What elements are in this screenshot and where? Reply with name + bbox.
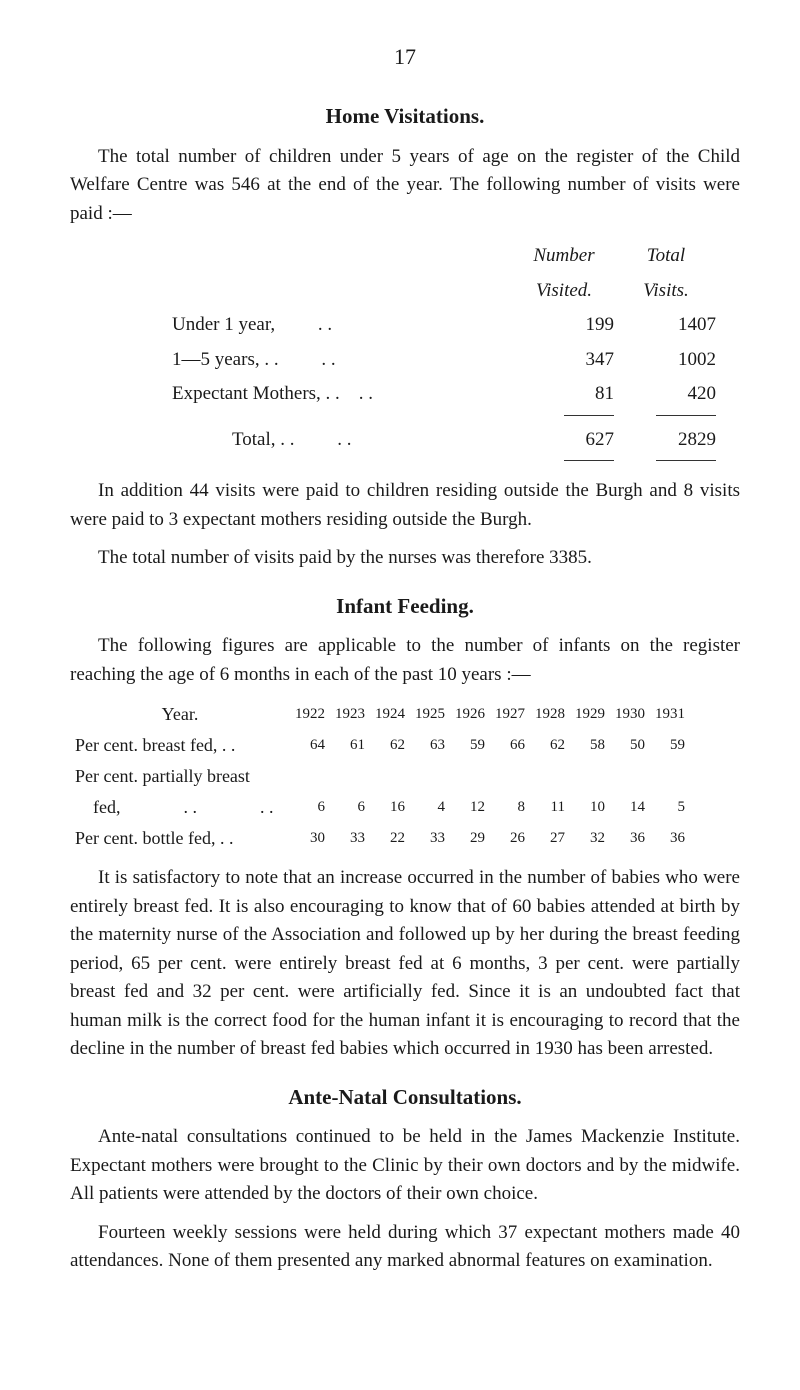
year-col: 1923 <box>330 699 370 730</box>
infant-feeding-intro: The following figures are applicable to … <box>70 632 740 689</box>
cell: 8 <box>490 792 530 823</box>
page-number: 17 <box>70 40 740 73</box>
row-num: 81 <box>514 378 614 411</box>
year-col: 1928 <box>530 699 570 730</box>
cell: 27 <box>530 823 570 854</box>
ante-natal-para2: Fourteen weekly sessions were held durin… <box>70 1219 740 1276</box>
cell: 64 <box>290 730 330 761</box>
cell: 26 <box>490 823 530 854</box>
row-total: 1407 <box>616 309 716 342</box>
row-label: Expectant Mothers, . . <box>172 383 340 404</box>
row-label: Per cent. breast fed, . . <box>70 730 290 761</box>
col-total: Total <box>616 240 716 273</box>
cell: 11 <box>530 792 570 823</box>
cell: 14 <box>610 792 650 823</box>
document-page: 17 Home Visitations. The total number of… <box>0 0 800 1336</box>
cell: 33 <box>410 823 450 854</box>
total-label: Total, . . <box>232 429 295 450</box>
row-label: 1—5 years, . . <box>172 349 279 370</box>
row-num: 347 <box>514 344 614 377</box>
cell: 6 <box>290 792 330 823</box>
col-visits: Visits. <box>616 275 716 308</box>
infant-feeding-para2: It is satisfactory to note that an incre… <box>70 864 740 1064</box>
row-total: 420 <box>616 378 716 411</box>
ante-natal-heading: Ante-Natal Consultations. <box>70 1082 740 1114</box>
cell: 66 <box>490 730 530 761</box>
cell: 16 <box>370 792 410 823</box>
infant-feeding-heading: Infant Feeding. <box>70 591 740 623</box>
table-row: Per cent. partially breast <box>70 761 690 792</box>
cell: 59 <box>450 730 490 761</box>
cell: 22 <box>370 823 410 854</box>
row-num: 199 <box>514 309 614 342</box>
year-col: 1926 <box>450 699 490 730</box>
cell: 10 <box>570 792 610 823</box>
cell: 58 <box>570 730 610 761</box>
col-visited: Visited. <box>514 275 614 308</box>
table-row: fed, . . . . 6 6 16 4 12 8 11 10 14 5 <box>70 792 690 823</box>
cell: 36 <box>650 823 690 854</box>
ante-natal-para1: Ante-natal consultations continued to be… <box>70 1123 740 1209</box>
year-col: 1924 <box>370 699 410 730</box>
row-total: 1002 <box>616 344 716 377</box>
year-col: 1930 <box>610 699 650 730</box>
col-number: Number <box>514 240 614 273</box>
cell: 30 <box>290 823 330 854</box>
row-label: Per cent. bottle fed, . . <box>70 823 290 854</box>
cell: 33 <box>330 823 370 854</box>
row-label: Per cent. partially breast <box>70 761 290 792</box>
cell: 50 <box>610 730 650 761</box>
cell: 5 <box>650 792 690 823</box>
cell: 62 <box>370 730 410 761</box>
table-row: Per cent. breast fed, . . 64 61 62 63 59… <box>70 730 690 761</box>
table-row: Per cent. bottle fed, . . 30 33 22 33 29… <box>70 823 690 854</box>
row-label: Under 1 year, <box>172 314 275 335</box>
year-col: 1927 <box>490 699 530 730</box>
cell: 36 <box>610 823 650 854</box>
year-col: 1925 <box>410 699 450 730</box>
cell: 62 <box>530 730 570 761</box>
table-row: Expectant Mothers, . . . . 81 420 <box>172 378 716 411</box>
cell: 4 <box>410 792 450 823</box>
table-row: 1—5 years, . . . . 347 1002 <box>172 344 716 377</box>
year-col: 1922 <box>290 699 330 730</box>
cell: 59 <box>650 730 690 761</box>
cell: 32 <box>570 823 610 854</box>
total-num: 627 <box>514 424 614 457</box>
feeding-table: Year. 1922 1923 1924 1925 1926 1927 1928… <box>70 699 690 854</box>
year-col: 1929 <box>570 699 610 730</box>
home-visitations-intro: The total number of children under 5 yea… <box>70 143 740 229</box>
cell: 6 <box>330 792 370 823</box>
table-row: Year. 1922 1923 1924 1925 1926 1927 1928… <box>70 699 690 730</box>
cell: 61 <box>330 730 370 761</box>
home-visitations-para2: In addition 44 visits were paid to child… <box>70 477 740 534</box>
cell: 12 <box>450 792 490 823</box>
home-visitations-heading: Home Visitations. <box>70 101 740 133</box>
year-col: 1931 <box>650 699 690 730</box>
year-label: Year. <box>70 699 290 730</box>
cell: 29 <box>450 823 490 854</box>
total-total: 2829 <box>616 424 716 457</box>
table-total-row: Total, . . . . 627 2829 <box>172 424 716 457</box>
cell: 63 <box>410 730 450 761</box>
visits-table: Number Total Visited. Visits. Under 1 ye… <box>170 238 718 469</box>
table-row: Under 1 year, . . 199 1407 <box>172 309 716 342</box>
home-visitations-para3: The total number of visits paid by the n… <box>70 544 740 573</box>
row-label: fed, . . . . <box>70 792 290 823</box>
